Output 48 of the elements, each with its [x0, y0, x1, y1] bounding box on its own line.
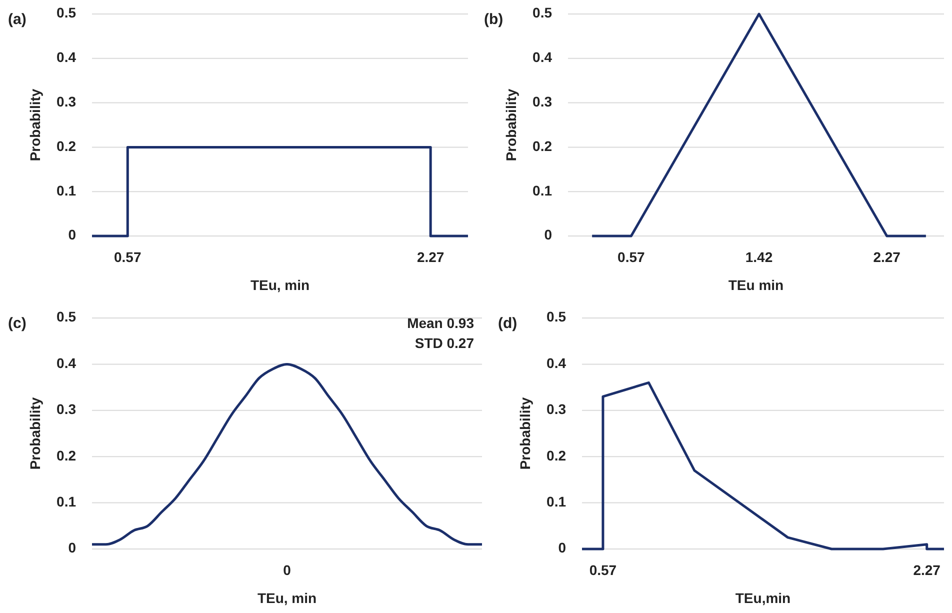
chart-title: (b) [484, 10, 504, 28]
x-tick-label: 0.57 [618, 249, 646, 265]
y-tick-label: 0.2 [56, 138, 76, 154]
y-tick-label: 0.3 [56, 94, 76, 110]
y-tick-label: 0.3 [56, 401, 76, 418]
x-axis-title: TEu,min [735, 590, 791, 606]
y-tick-label: 0 [544, 226, 552, 243]
y-tick-label: 0.4 [532, 49, 552, 66]
y-tick-label: 0.4 [56, 354, 76, 371]
y-tick-label: 0.2 [532, 138, 552, 154]
y-tick-label: 0.1 [546, 494, 566, 510]
line-series [580, 381, 946, 550]
y-tick-label: 0.3 [532, 94, 552, 110]
y-axis-title: Probability [517, 397, 533, 470]
y-axis-title: Probability [27, 88, 43, 162]
x-tick-label: 0 [283, 562, 292, 578]
y-axis-title: Probability [503, 88, 519, 162]
chart-title: (a) [8, 10, 26, 28]
y-tick-label: 0.5 [56, 4, 76, 21]
y-tick-label: 0 [68, 226, 76, 243]
x-tick-label: 2.27 [873, 249, 901, 265]
y-tick-label: 0 [558, 540, 566, 556]
chart-title: (d) [498, 314, 518, 332]
y-tick-label: 0.4 [546, 354, 566, 371]
annotation: STD 0.27 [414, 335, 474, 351]
chart-title: (c) [8, 314, 26, 332]
y-tick-label: 0.1 [532, 182, 552, 198]
y-tick-label: 0.5 [56, 308, 76, 325]
x-axis-title: TEu min [728, 277, 784, 293]
y-tick-label: 0.5 [532, 4, 552, 21]
x-tick-label: 2.27 [416, 249, 444, 265]
x-axis-title: TEu, min [257, 590, 317, 606]
annotation: Mean 0.93 [407, 315, 474, 331]
y-tick-label: 0.4 [56, 49, 76, 66]
y-tick-label: 0.1 [56, 182, 76, 198]
y-axis-title: Probability [27, 397, 43, 470]
y-tick-label: 0.2 [56, 447, 76, 464]
x-tick-label: 0.57 [114, 249, 142, 265]
line-series [90, 362, 484, 546]
y-tick-label: 0.2 [546, 447, 566, 464]
x-tick-label: 0.57 [589, 562, 617, 578]
y-tick-label: 0.1 [56, 494, 76, 510]
x-tick-label: 1.42 [745, 249, 773, 265]
x-axis-title: TEu, min [250, 277, 310, 293]
y-tick-label: 0.5 [546, 308, 566, 325]
x-tick-label: 2.27 [913, 562, 941, 578]
y-tick-label: 0 [68, 540, 76, 556]
y-tick-label: 0.3 [546, 401, 566, 418]
